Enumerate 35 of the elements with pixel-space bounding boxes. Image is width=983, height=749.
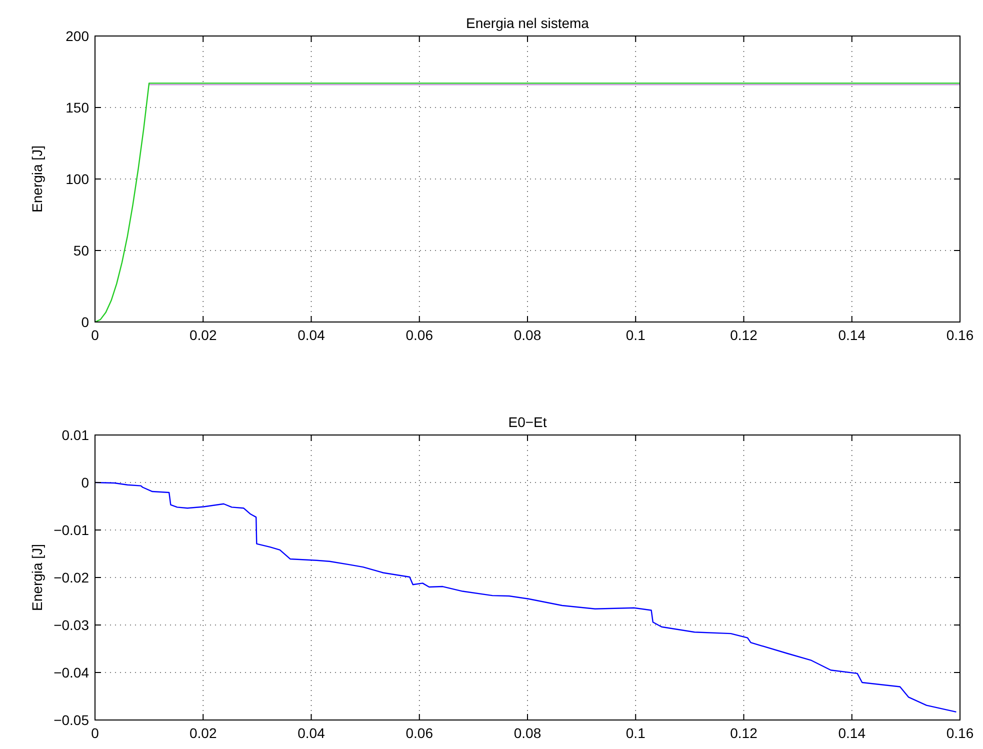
chart-title: E0−Et (508, 414, 547, 430)
y-tick-label: −0.01 (54, 522, 90, 538)
chart-title: Energia nel sistema (466, 15, 590, 31)
y-tick-label: 200 (66, 28, 90, 44)
y-axis-title: Energia [J] (29, 544, 45, 611)
x-tick-label: 0.16 (946, 327, 974, 343)
y-tick-label: 0 (81, 314, 90, 330)
x-tick-label: 0.16 (946, 725, 974, 741)
y-tick-label: 50 (73, 242, 90, 258)
x-tick-label: 0.08 (514, 327, 542, 343)
x-tick-label: 0.06 (406, 327, 434, 343)
y-tick-label: 0.01 (62, 427, 90, 443)
y-tick-label: −0.05 (54, 712, 90, 728)
y-tick-label: −0.02 (54, 570, 90, 586)
x-tick-label: 0.02 (190, 725, 217, 741)
x-tick-label: 0.06 (406, 725, 434, 741)
x-tick-label: 0.04 (298, 725, 326, 741)
x-tick-label: 0.12 (730, 725, 758, 741)
x-tick-label: 0.04 (298, 327, 326, 343)
y-tick-label: −0.04 (54, 664, 90, 680)
x-tick-label: 0 (91, 725, 100, 741)
x-tick-label: 0.02 (190, 327, 217, 343)
x-tick-label: 0.1 (626, 327, 646, 343)
x-tick-label: 0 (91, 327, 100, 343)
y-tick-label: −0.03 (54, 617, 90, 633)
x-tick-label: 0.1 (626, 725, 646, 741)
x-tick-label: 0.12 (730, 327, 758, 343)
y-tick-label: 100 (66, 171, 90, 187)
x-tick-label: 0.08 (514, 725, 542, 741)
y-axis-title: Energia [J] (29, 146, 45, 212)
line-series (94, 82, 961, 323)
y-tick-label: 0 (81, 474, 90, 490)
y-tick-label: 150 (66, 100, 90, 116)
x-tick-label: 0.14 (838, 327, 866, 343)
x-tick-label: 0.14 (838, 725, 866, 741)
